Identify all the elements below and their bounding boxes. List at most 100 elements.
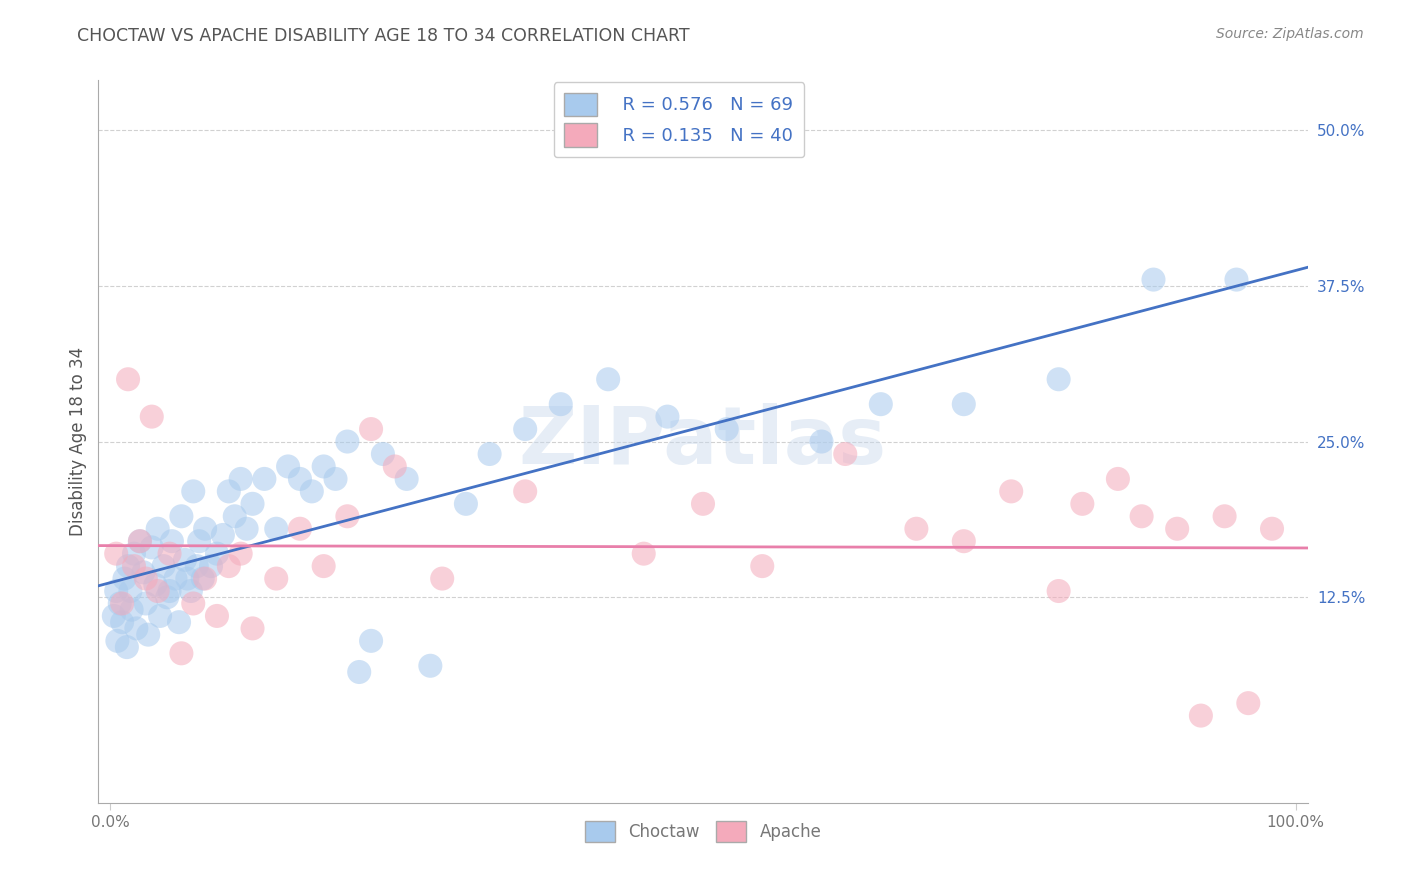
- Point: [111, 597, 134, 611]
- Point: [1142, 272, 1164, 286]
- Point: [159, 584, 181, 599]
- Point: [229, 472, 252, 486]
- Point: [143, 578, 166, 592]
- Point: [692, 497, 714, 511]
- Point: [170, 646, 193, 660]
- Point: [167, 615, 190, 630]
- Point: [176, 572, 198, 586]
- Point: [181, 597, 204, 611]
- Point: [264, 522, 287, 536]
- Point: [159, 547, 181, 561]
- Point: [869, 397, 891, 411]
- Point: [1225, 272, 1247, 286]
- Point: [834, 447, 856, 461]
- Point: [103, 609, 125, 624]
- Point: [1261, 522, 1284, 536]
- Point: [952, 397, 974, 411]
- Point: [229, 547, 252, 561]
- Point: [115, 640, 138, 654]
- Point: [186, 559, 208, 574]
- Point: [657, 409, 679, 424]
- Text: ZIPatlas: ZIPatlas: [519, 402, 887, 481]
- Point: [336, 434, 359, 449]
- Point: [122, 547, 145, 561]
- Point: [149, 609, 172, 624]
- Point: [288, 472, 311, 486]
- Point: [301, 484, 323, 499]
- Point: [288, 522, 311, 536]
- Point: [224, 509, 246, 524]
- Point: [120, 584, 142, 599]
- Point: [312, 559, 335, 574]
- Point: [371, 447, 394, 461]
- Point: [181, 484, 204, 499]
- Point: [242, 621, 264, 635]
- Point: [716, 422, 738, 436]
- Point: [312, 459, 335, 474]
- Point: [141, 541, 163, 555]
- Point: [432, 572, 454, 586]
- Point: [141, 409, 163, 424]
- Point: [180, 584, 202, 599]
- Point: [633, 547, 655, 561]
- Point: [218, 559, 240, 574]
- Point: [952, 534, 974, 549]
- Text: Source: ZipAtlas.com: Source: ZipAtlas.com: [1216, 27, 1364, 41]
- Point: [347, 665, 370, 679]
- Point: [1237, 696, 1260, 710]
- Point: [325, 472, 347, 486]
- Point: [384, 459, 406, 474]
- Point: [165, 572, 187, 586]
- Point: [419, 658, 441, 673]
- Legend: Choctaw, Apache: Choctaw, Apache: [578, 814, 828, 848]
- Point: [277, 459, 299, 474]
- Point: [336, 509, 359, 524]
- Point: [1107, 472, 1129, 486]
- Point: [264, 572, 287, 586]
- Point: [132, 566, 155, 580]
- Point: [212, 528, 235, 542]
- Point: [105, 584, 128, 599]
- Point: [188, 534, 211, 549]
- Point: [129, 534, 152, 549]
- Point: [1130, 509, 1153, 524]
- Point: [122, 559, 145, 574]
- Point: [117, 559, 139, 574]
- Text: CHOCTAW VS APACHE DISABILITY AGE 18 TO 34 CORRELATION CHART: CHOCTAW VS APACHE DISABILITY AGE 18 TO 3…: [77, 27, 690, 45]
- Point: [1166, 522, 1188, 536]
- Point: [1047, 584, 1070, 599]
- Point: [235, 522, 257, 536]
- Point: [598, 372, 620, 386]
- Point: [125, 621, 148, 635]
- Point: [515, 422, 537, 436]
- Point: [200, 559, 222, 574]
- Point: [114, 572, 136, 586]
- Point: [1071, 497, 1094, 511]
- Point: [156, 591, 179, 605]
- Point: [218, 484, 240, 499]
- Point: [550, 397, 572, 411]
- Point: [751, 559, 773, 574]
- Point: [160, 534, 183, 549]
- Point: [395, 472, 418, 486]
- Point: [194, 522, 217, 536]
- Point: [135, 572, 157, 586]
- Point: [191, 572, 214, 586]
- Point: [170, 509, 193, 524]
- Point: [152, 559, 174, 574]
- Point: [146, 584, 169, 599]
- Point: [146, 522, 169, 536]
- Y-axis label: Disability Age 18 to 34: Disability Age 18 to 34: [69, 347, 87, 536]
- Point: [136, 627, 159, 641]
- Point: [205, 547, 228, 561]
- Point: [515, 484, 537, 499]
- Point: [105, 633, 128, 648]
- Point: [478, 447, 501, 461]
- Point: [253, 472, 276, 486]
- Point: [905, 522, 928, 536]
- Point: [360, 633, 382, 648]
- Point: [242, 497, 264, 511]
- Point: [360, 422, 382, 436]
- Point: [117, 372, 139, 386]
- Point: [810, 434, 832, 449]
